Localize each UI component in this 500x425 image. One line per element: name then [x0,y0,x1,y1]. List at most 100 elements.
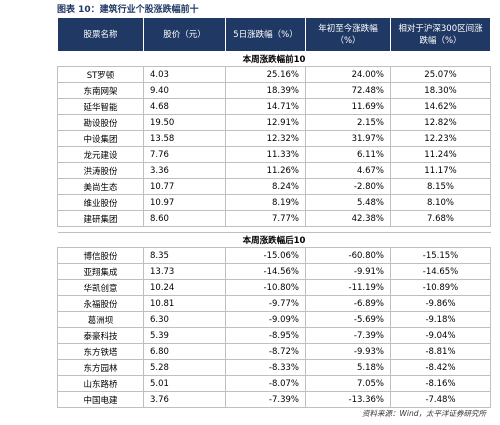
cell: -9.86% [390,295,491,312]
data-row: 泰豪科技 5.39 -8.95% -7.39% -9.04% [57,327,491,344]
cell: -6.89% [305,295,391,312]
cell: 24.00% [305,66,391,83]
cell: -15.06% [225,247,306,264]
cell: 博信股份 [57,247,144,264]
data-row: 永福股份 10.81 -9.77% -6.89% -9.86% [57,295,491,312]
cell: -60.80% [305,247,391,264]
cell: 25.07% [390,66,491,83]
cell: 9.40 [143,82,226,99]
data-row: 勘设股份 19.50 12.91% 2.15% 12.82% [57,114,491,131]
data-row: 洪涛股份 3.36 11.26% 4.67% 11.17% [57,162,491,179]
cell: 中设集团 [57,130,144,147]
cell: 19.50 [143,114,226,131]
source-note: 资料来源：Wind，太平洋证券研究所 [361,409,486,418]
data-row: 中设集团 13.58 12.32% 31.97% 12.23% [57,130,491,147]
header-cell: 股价（元） [143,17,226,52]
cell: -8.81% [390,343,491,360]
cell: 5.18% [305,359,391,376]
cell: 6.11% [305,146,391,163]
data-row: 维业股份 10.97 8.19% 5.48% 8.10% [57,194,491,211]
cell: -8.72% [225,343,306,360]
cell: 11.26% [225,162,306,179]
cell: 25.16% [225,66,306,83]
cell: 7.76 [143,146,226,163]
data-row: 东方园林 5.28 -8.33% 5.18% -8.42% [57,359,491,376]
cell: 5.48% [305,194,391,211]
cell: 3.76 [143,391,226,408]
cell: 中国电建 [57,391,144,408]
header-cell: 股票名称 [57,17,144,52]
cell: 7.05% [305,375,391,392]
stock-table: 股票名称 股价（元） 5日涨跌幅（%） 年初至今涨跌幅（%） 相对于沪深300区间涨跌幅… [57,17,491,408]
data-row: 葛洲坝 6.30 -9.09% -5.69% -9.18% [57,311,491,328]
cell: -7.48% [390,391,491,408]
cell: -8.16% [390,375,491,392]
cell: -10.89% [390,279,491,296]
cell: 永福股份 [57,295,144,312]
cell: 4.03 [143,66,226,83]
cell: -9.77% [225,295,306,312]
data-row: 东南网架 9.40 18.39% 72.48% 18.30% [57,82,491,99]
cell: -14.56% [225,263,306,280]
data-row: 山东路桥 5.01 -8.07% 7.05% -8.16% [57,375,491,392]
cell: -9.04% [390,327,491,344]
section-row: 本周涨跌幅后10 [57,232,491,248]
header-cell: 5日涨跌幅（%） [225,17,306,52]
cell: 维业股份 [57,194,144,211]
cell: 5.01 [143,375,226,392]
section-row: 本周涨跌幅前10 [57,51,491,67]
cell: 葛洲坝 [57,311,144,328]
cell: 山东路桥 [57,375,144,392]
cell: -15.15% [390,247,491,264]
data-row: 东方铁塔 6.80 -8.72% -9.93% -8.81% [57,343,491,360]
cell: 11.17% [390,162,491,179]
cell: 8.19% [225,194,306,211]
cell: 14.62% [390,98,491,115]
cell: 12.91% [225,114,306,131]
cell: -2.80% [305,178,391,195]
data-row: ST罗顿 4.03 25.16% 24.00% 25.07% [57,66,491,83]
cell: 10.81 [143,295,226,312]
cell: 4.68 [143,98,226,115]
header-cell: 相对于沪深300区间涨跌幅（%） [390,17,491,52]
header-cell: 年初至今涨跌幅（%） [305,17,391,52]
cell: 7.77% [225,210,306,227]
cell: 勘设股份 [57,114,144,131]
data-row: 中国电建 3.76 -7.39% -13.36% -7.48% [57,391,491,408]
data-row: 华凯创意 10.24 -10.80% -11.19% -10.89% [57,279,491,296]
cell: -8.07% [225,375,306,392]
header-row: 股票名称 股价（元） 5日涨跌幅（%） 年初至今涨跌幅（%） 相对于沪深300区间涨跌幅… [57,17,491,52]
cell: 4.67% [305,162,391,179]
cell: -9.09% [225,311,306,328]
data-row: 亚翔集成 13.73 -14.56% -9.91% -14.65% [57,263,491,280]
cell: -8.95% [225,327,306,344]
cell: 华凯创意 [57,279,144,296]
cell: 42.38% [305,210,391,227]
cell: 美尚生态 [57,178,144,195]
cell: 6.30 [143,311,226,328]
cell: -8.33% [225,359,306,376]
cell: 5.28 [143,359,226,376]
cell: 8.35 [143,247,226,264]
cell: 6.80 [143,343,226,360]
cell: 延华智能 [57,98,144,115]
cell: -11.19% [305,279,391,296]
cell: 72.48% [305,82,391,99]
cell: 12.23% [390,130,491,147]
cell: 11.69% [305,98,391,115]
cell: ST罗顿 [57,66,144,83]
section-title: 本周涨跌幅前10 [57,51,491,67]
cell: 龙元建设 [57,146,144,163]
cell: -10.80% [225,279,306,296]
data-row: 博信股份 8.35 -15.06% -60.80% -15.15% [57,247,491,264]
data-row: 龙元建设 7.76 11.33% 6.11% 11.24% [57,146,491,163]
cell: -9.93% [305,343,391,360]
cell: 14.71% [225,98,306,115]
cell: -5.69% [305,311,391,328]
cell: 12.82% [390,114,491,131]
cell: -7.39% [225,391,306,408]
cell: -7.39% [305,327,391,344]
cell: 18.39% [225,82,306,99]
cell: 11.33% [225,146,306,163]
